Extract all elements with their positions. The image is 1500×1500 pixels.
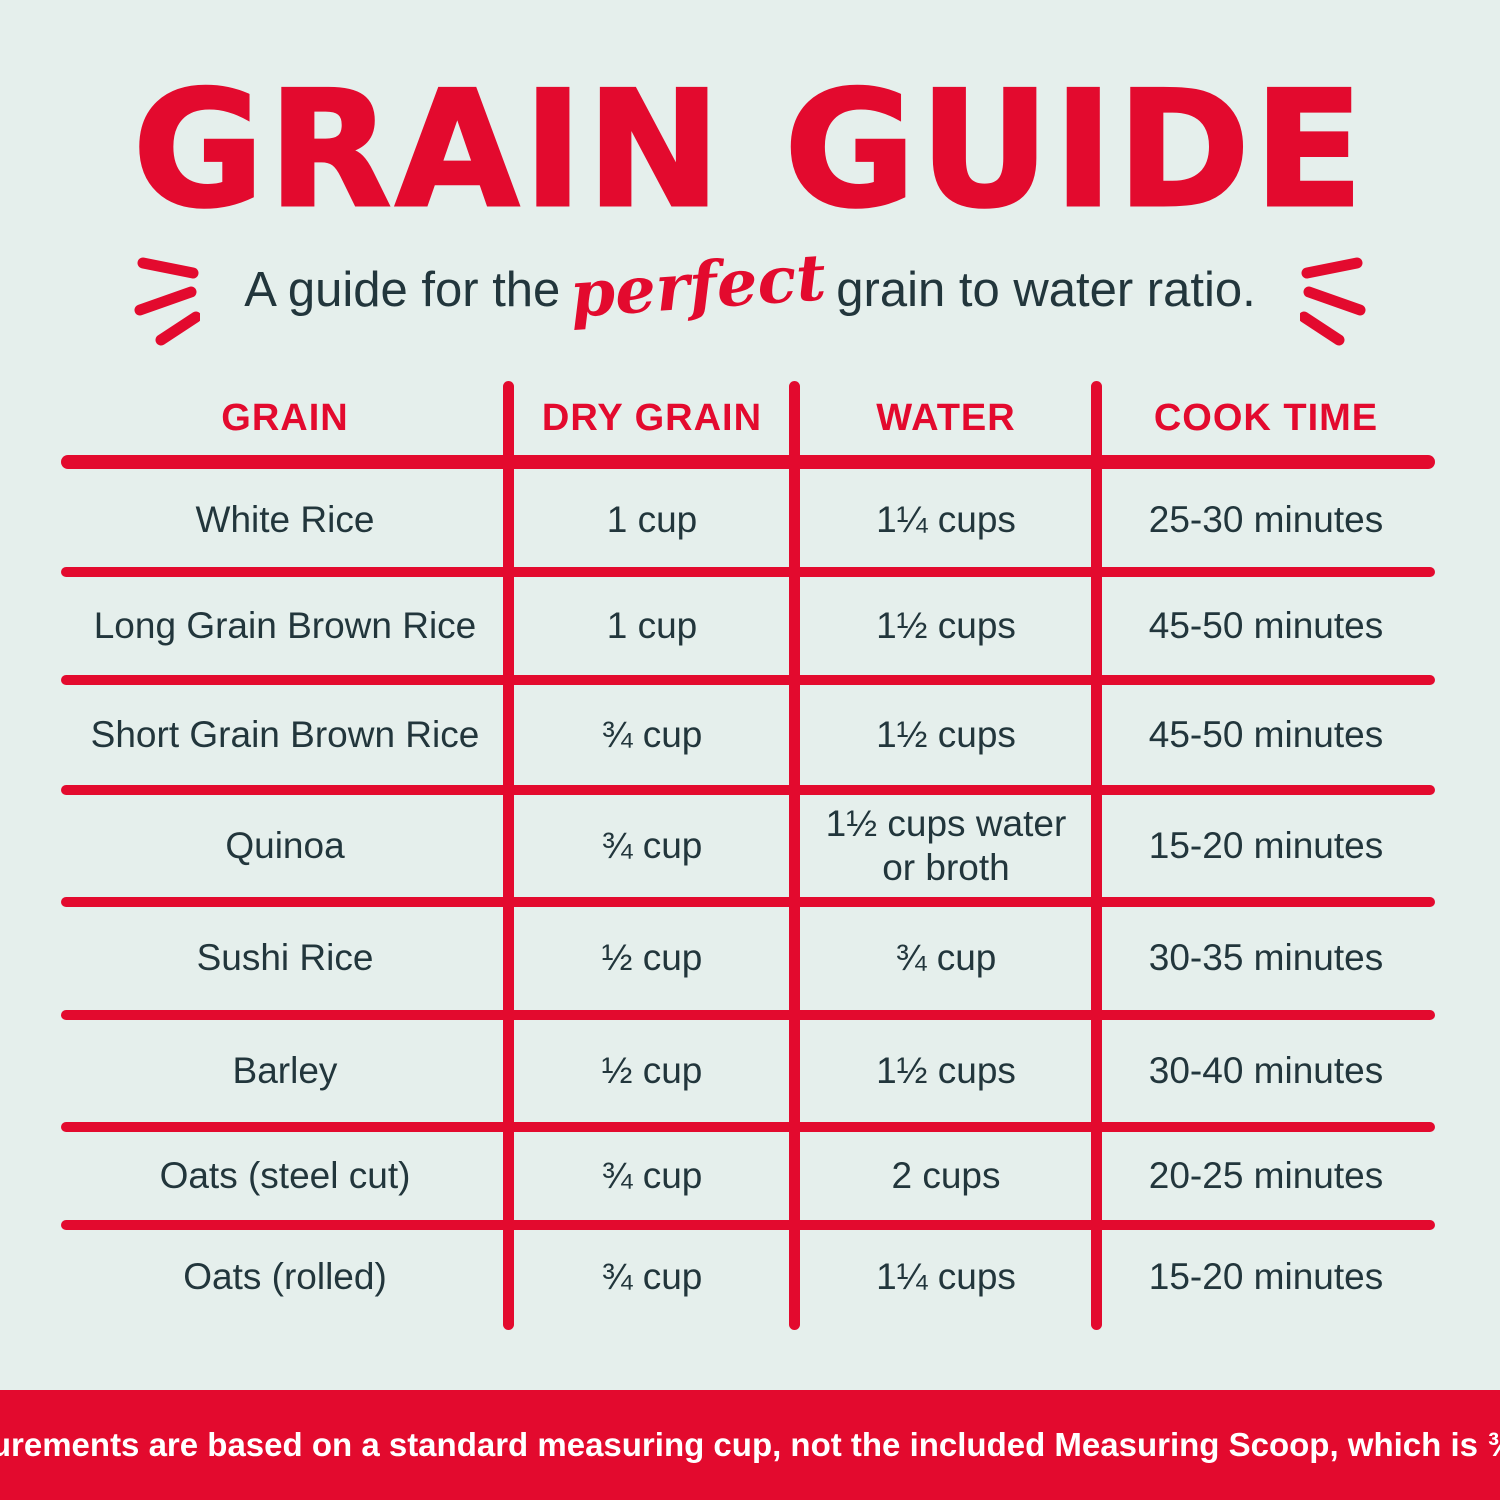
cell-water: 1½ cups water or broth [825,802,1067,888]
cell-grain: Long Grain Brown Rice [93,604,477,646]
table-row: Short Grain Brown Rice ¾ cup 1½ cups 45-… [61,680,1435,795]
cell-water: 1½ cups [876,1049,1016,1091]
column-header-grain: GRAIN [221,396,349,439]
cell-water: 1½ cups [876,604,1016,646]
cell-cook-time: 30-40 minutes [1148,1049,1384,1091]
table-row: Barley ½ cup 1½ cups 30-40 minutes [61,1015,1435,1132]
cell-grain: Oats (steel cut) [159,1154,411,1196]
column-header-water: WATER [876,396,1016,439]
cell-dry-grain: ¾ cup [601,1256,703,1298]
cell-water: 1¼ cups [876,498,1016,540]
table-row: Long Grain Brown Rice 1 cup 1½ cups 45-5… [61,572,1435,685]
cell-dry-grain: 1 cup [606,604,698,646]
cell-grain: Barley [232,1049,338,1091]
table-row: Oats (rolled) ¾ cup 1¼ cups 15-20 minute… [61,1225,1435,1330]
column-header-dry-grain: DRY GRAIN [541,396,763,439]
page-title: GRAIN GUIDE [131,56,1368,243]
cell-cook-time: 45-50 minutes [1148,604,1384,646]
cell-dry-grain: ½ cup [601,1049,703,1091]
column-divider-line-2 [789,381,800,1330]
cell-dry-grain: ½ cup [601,937,703,979]
table-header-row: GRAIN DRY GRAIN WATER COOK TIME [61,381,1435,455]
cell-dry-grain: ¾ cup [601,824,703,866]
subtitle-highlight-word: perfect [568,240,829,333]
cell-cook-time: 20-25 minutes [1148,1154,1384,1196]
cell-cook-time: 45-50 minutes [1148,713,1384,755]
grain-table: GRAIN DRY GRAIN WATER COOK TIME White Ri… [61,381,1435,1330]
cell-dry-grain: 1 cup [606,498,698,540]
table-body: White Rice 1 cup 1¼ cups 25-30 minutes L… [61,468,1435,1330]
cell-dry-grain: ¾ cup [601,713,703,755]
cell-grain: Sushi Rice [196,937,374,979]
footer-note-text: Measurements are based on a standard mea… [0,1426,1500,1463]
cell-water: 1½ cups [876,713,1016,755]
cell-water: ¾ cup [895,937,997,979]
cell-grain: White Rice [195,498,375,540]
table-row: Quinoa ¾ cup 1½ cups water or broth 15-2… [61,790,1435,907]
table-row: Oats (steel cut) ¾ cup 2 cups 20-25 minu… [61,1127,1435,1230]
header-divider-line [61,455,1435,469]
cell-cook-time: 15-20 minutes [1148,1256,1384,1298]
subtitle-suffix: grain to water ratio. [836,263,1256,317]
table-row: White Rice 1 cup 1¼ cups 25-30 minutes [61,468,1435,577]
column-divider-line-3 [1091,381,1102,1330]
emphasis-burst-right-icon [1300,257,1366,346]
cell-dry-grain: ¾ cup [601,1154,703,1196]
cell-cook-time: 25-30 minutes [1148,498,1384,540]
footer-note-bar: Measurements are based on a standard mea… [0,1390,1500,1500]
column-header-cook-time: COOK TIME [1153,396,1379,439]
cell-grain: Short Grain Brown Rice [90,713,480,755]
cell-grain: Oats (rolled) [183,1256,387,1298]
cell-grain: Quinoa [225,824,345,866]
cell-cook-time: 15-20 minutes [1148,824,1384,866]
cell-cook-time: 30-35 minutes [1148,937,1384,979]
cell-water: 1¼ cups [876,1256,1016,1298]
subtitle: A guide for the perfect grain to water rat… [0,240,1500,333]
subtitle-prefix: A guide for the [244,263,561,317]
column-divider-line-1 [503,381,514,1330]
emphasis-burst-left-icon [134,257,200,346]
cell-water: 2 cups [891,1154,1001,1196]
table-row: Sushi Rice ½ cup ¾ cup 30-35 minutes [61,902,1435,1020]
